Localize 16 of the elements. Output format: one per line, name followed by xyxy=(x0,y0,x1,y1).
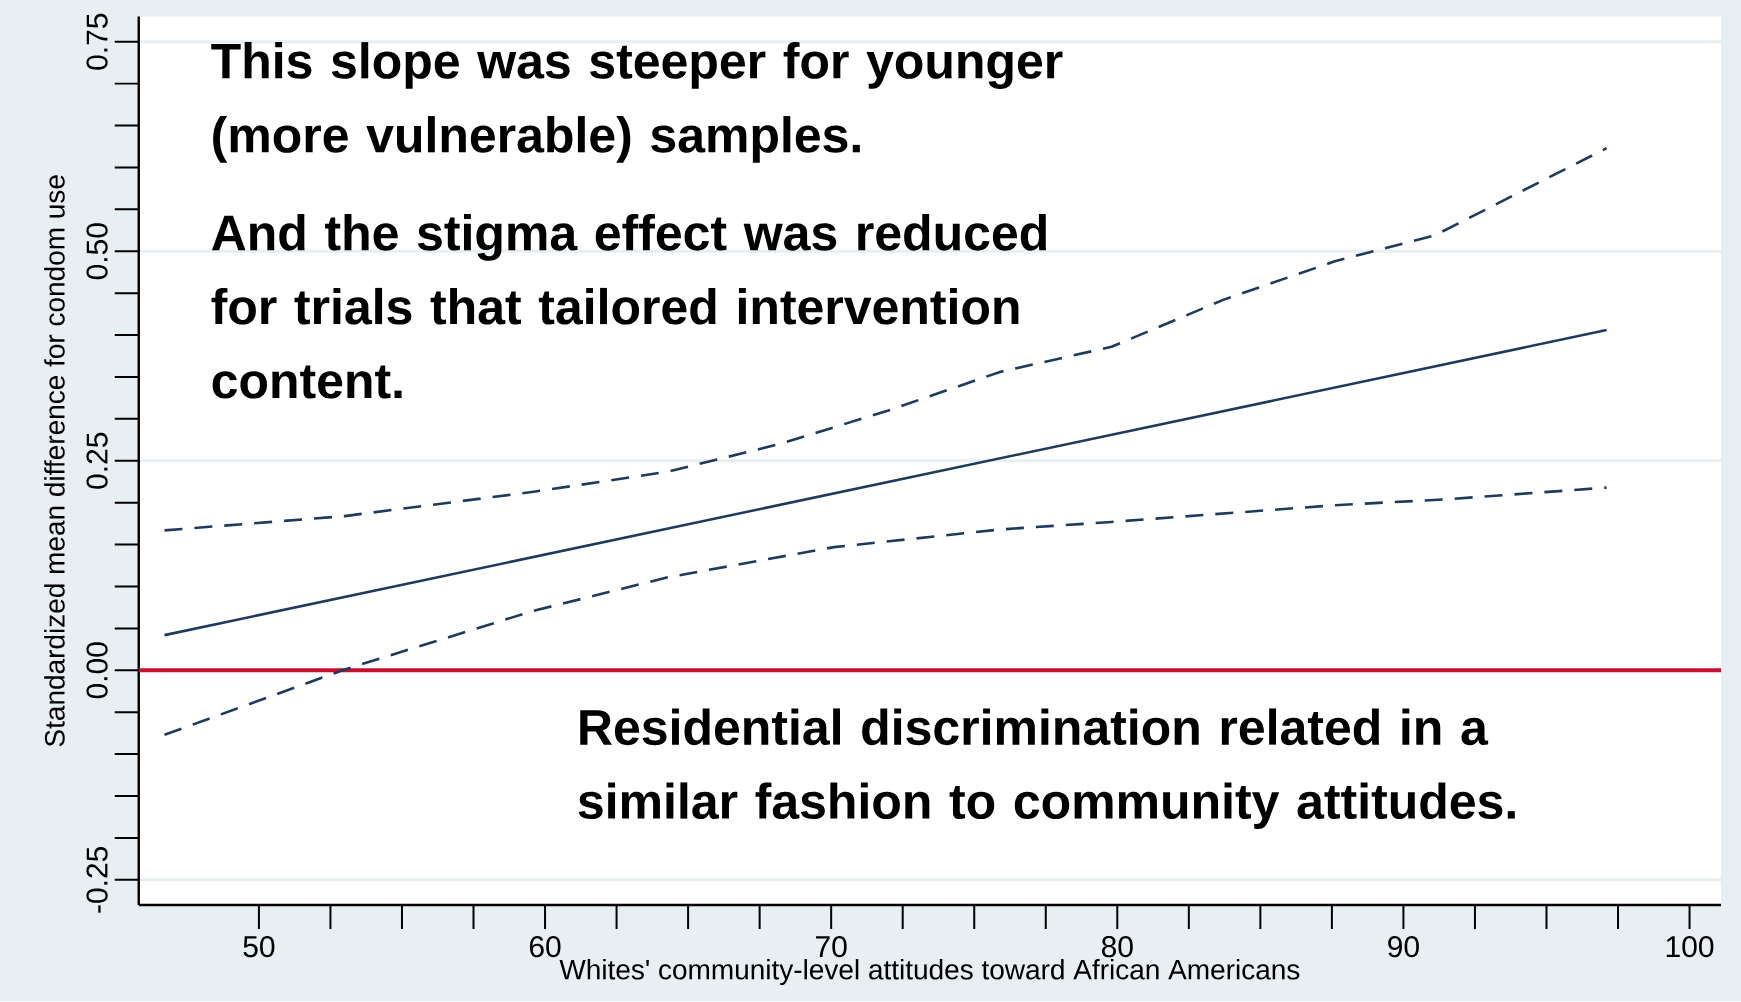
x-tick-label: 50 xyxy=(243,936,275,958)
annotation: This slope was steeper for younger (more vulnerable) samples. xyxy=(211,42,1063,163)
y-tick-label: -0.25 xyxy=(86,847,108,913)
y-axis-title: Standardized mean difference for condom use xyxy=(44,175,65,747)
annotation: Residential discrimination related in a similar fashion to community attitudes. xyxy=(578,708,1515,830)
y-tick-label: 0.00 xyxy=(86,642,108,699)
y-tick-label: 0.50 xyxy=(86,223,108,280)
x-tick-label: 70 xyxy=(816,936,847,958)
x-tick-label: 80 xyxy=(1101,936,1133,958)
y-tick-label: 0.25 xyxy=(86,433,108,490)
x-axis-title: Whites' community-level attitudes toward African Americans xyxy=(559,959,1300,986)
y-tick-label: 0.75 xyxy=(86,14,108,70)
annotation: And the stigma effect was reduced for trials that tailored intervention content. xyxy=(211,214,1046,399)
x-tick-label: 90 xyxy=(1388,936,1419,958)
x-tick-label: 100 xyxy=(1666,936,1714,958)
x-tick-label: 60 xyxy=(529,936,561,958)
